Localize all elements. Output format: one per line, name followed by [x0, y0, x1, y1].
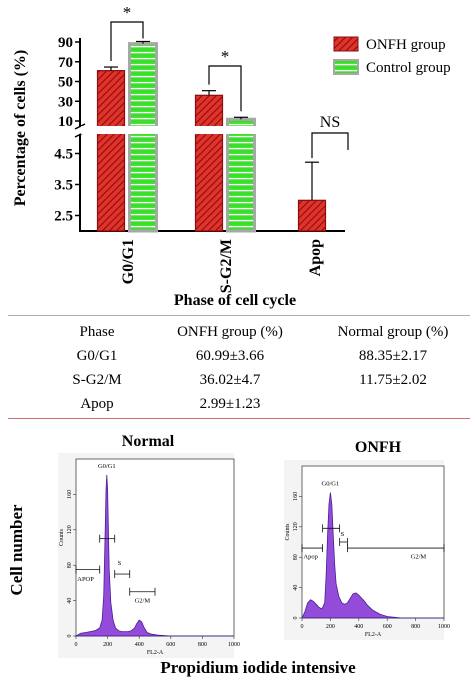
normal-title: Normal: [122, 433, 175, 450]
table-header-cell: Phase: [79, 324, 115, 340]
table-cell: G0/G1: [76, 348, 118, 364]
table-cell: 2.99±1.23: [199, 396, 261, 412]
legend-swatch-control: [333, 59, 359, 75]
axis-break-mark: [74, 123, 86, 130]
bar-y-ticks: 90 70 50 30 10 4.5 3.5 2.5: [54, 35, 80, 225]
y-tick-label: 120: [67, 525, 73, 534]
table-row: G0/G1 60.99±3.66 88.35±2.17: [0, 348, 474, 372]
y-axis-title: Percentage of cells (%): [12, 50, 29, 207]
y-tick-label: 40: [67, 598, 73, 604]
table-cell: Apop: [80, 396, 114, 412]
table-header-cell: ONFH group (%): [177, 324, 283, 340]
gate-label-g0g1: G0/G1: [322, 481, 340, 488]
y-tick-label: 120: [293, 522, 299, 531]
y-tick-label: 80: [293, 554, 299, 560]
data-table: Phase ONFH group (%) Normal group (%) G0…: [0, 316, 474, 420]
table-bottom-rule: [8, 418, 470, 419]
y-tick-label: 3.5: [54, 178, 73, 194]
significance-annotations: * * NS: [110, 3, 349, 159]
bracket-sg2m: [208, 65, 242, 112]
bracket-apop-label: NS: [320, 114, 340, 131]
x-tick-label: 200: [103, 642, 112, 648]
legend: ONFH group Control group: [333, 36, 451, 76]
axis-break-gap: [81, 126, 351, 134]
bracket-g0g1: [110, 21, 144, 62]
table-row: S-G2/M 36.02±4.7 11.75±2.02: [0, 372, 474, 396]
x-tick-label: 0: [301, 624, 304, 630]
x-tick-label: 600: [166, 642, 175, 648]
gate-label-apop: Apop: [303, 554, 317, 561]
table-cell: 60.99±3.66: [195, 348, 265, 364]
table-top-rule: [8, 315, 470, 316]
bracket-apop: [311, 132, 349, 159]
gate-label-s: S: [341, 531, 345, 538]
gate-label-g2m: G2/M: [135, 597, 151, 604]
x-axis-title: Phase of cell cycle: [174, 292, 296, 309]
histogram-ylabel: Counts: [59, 528, 65, 546]
y-tick-label: 70: [58, 55, 73, 71]
legend-label-control: Control group: [366, 60, 451, 76]
y-tick-label: 10: [58, 114, 73, 130]
y-tick-label: 50: [58, 75, 73, 91]
bracket-g0g1-label: *: [123, 3, 132, 22]
x-tick-label: 600: [383, 624, 392, 630]
gate-label-s: S: [118, 560, 122, 567]
legend-label-onfh: ONFH group: [366, 37, 446, 53]
x-tick-label: 1000: [438, 624, 450, 630]
bar-control: [226, 117, 256, 233]
propidium-label: Propidium iodide intensive: [160, 658, 356, 677]
y-tick-label: 0: [67, 635, 73, 638]
y-tick-label: 160: [293, 492, 299, 501]
x-tick-label: 0: [75, 642, 78, 648]
category-label: S-G2/M: [218, 239, 235, 293]
y-tick-label: 90: [58, 35, 73, 51]
y-tick-label: 80: [67, 562, 73, 568]
cell-number-label: Cell number: [7, 504, 26, 596]
histogram-xlabel: FL2-A: [365, 632, 382, 638]
histogram-normal: 0 200 400 600 800 1000 0 40 80 120 160 FL2-A Counts G…: [58, 453, 240, 658]
bar-marks: [81, 40, 351, 233]
x-tick-label: 1000: [228, 642, 240, 648]
x-tick-label: 800: [411, 624, 420, 630]
y-tick-label: 30: [58, 94, 73, 110]
gate-label-apop: APOP: [77, 576, 94, 583]
onfh-title: ONFH: [355, 439, 402, 456]
x-tick-label: 200: [326, 624, 335, 630]
histogram-ylabel: Counts: [285, 523, 291, 541]
histogram-area: [74, 474, 234, 637]
category-label: G0/G1: [120, 239, 137, 284]
histogram-area: [301, 492, 444, 619]
legend-swatch-onfh: [333, 36, 359, 52]
y-tick-label: 2.5: [54, 209, 73, 225]
x-tick-label: 800: [198, 642, 207, 648]
flow-cytometry-figure: Cell number Propidium iodide intensive N…: [7, 433, 450, 677]
table-cell: 88.35±2.17: [358, 348, 428, 364]
y-tick-label: 4.5: [54, 147, 73, 163]
histogram-plot-frame: [75, 458, 235, 637]
y-tick-label: 40: [293, 585, 299, 591]
gate-label-g0g1: G0/G1: [98, 463, 116, 470]
bar-control: [128, 42, 158, 233]
bar-chart: Percentage of cells (%) Phase of cell cy…: [12, 3, 451, 309]
bar-onfh: [194, 94, 224, 232]
bracket-sg2m-label: *: [221, 47, 230, 66]
table-row: Apop 2.99±1.23: [0, 396, 474, 420]
y-tick-label: 0: [293, 617, 299, 620]
x-tick-label: 400: [135, 642, 144, 648]
bar-category-labels: G0/G1 S-G2/M Apop: [120, 239, 324, 293]
y-tick-label: 160: [67, 490, 73, 499]
table-cell: 11.75±2.02: [359, 372, 427, 388]
histogram-plot-frame: [301, 465, 445, 619]
table-cell: S-G2/M: [72, 372, 122, 388]
category-label: Apop: [307, 239, 324, 276]
table-header-row: Phase ONFH group (%) Normal group (%): [0, 324, 474, 348]
table-cell: 36.02±4.7: [199, 372, 261, 388]
x-tick-label: 400: [354, 624, 363, 630]
bar-onfh: [297, 199, 327, 232]
histogram-onfh: 0 200 400 600 800 1000 0 40 80 120 160 FL2-A Counts G…: [284, 460, 450, 640]
bar-onfh: [96, 70, 126, 232]
gate-label-g2m: G2/M: [411, 554, 427, 561]
table-header-cell: Normal group (%): [337, 324, 449, 340]
histogram-xlabel: FL2-A: [147, 650, 164, 656]
